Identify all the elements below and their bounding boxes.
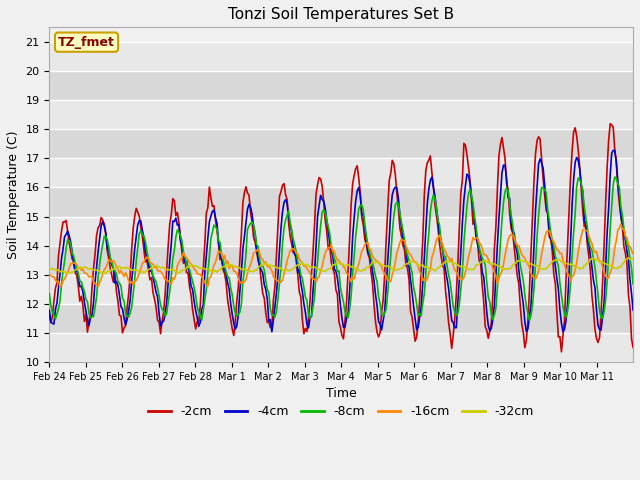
Bar [49, 100, 633, 129]
Legend: -2cm, -4cm, -8cm, -16cm, -32cm: -2cm, -4cm, -8cm, -16cm, -32cm [143, 400, 539, 423]
Bar [49, 304, 633, 333]
Bar [49, 188, 633, 216]
Y-axis label: Soil Temperature (C): Soil Temperature (C) [7, 131, 20, 259]
Bar [49, 216, 633, 246]
Bar [49, 333, 633, 362]
X-axis label: Time: Time [326, 387, 356, 400]
Bar [49, 71, 633, 100]
Bar [49, 246, 633, 275]
Bar [49, 158, 633, 188]
Bar [49, 42, 633, 71]
Text: TZ_fmet: TZ_fmet [58, 36, 115, 48]
Bar [49, 275, 633, 304]
Title: Tonzi Soil Temperatures Set B: Tonzi Soil Temperatures Set B [228, 7, 454, 22]
Bar [49, 129, 633, 158]
